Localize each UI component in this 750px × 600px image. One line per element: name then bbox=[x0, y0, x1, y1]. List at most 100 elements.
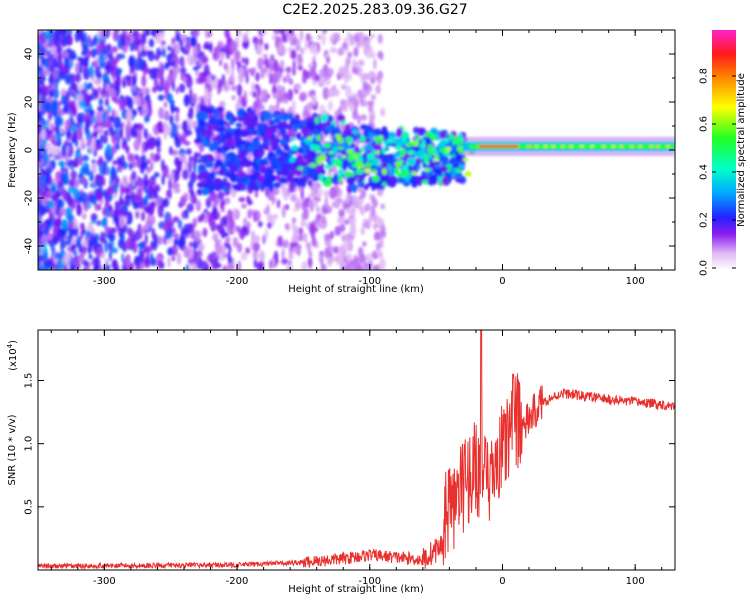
spectrogram-bright-spot bbox=[462, 157, 469, 162]
spectrogram-blob bbox=[166, 60, 173, 67]
spectrogram-blob bbox=[57, 171, 62, 184]
spectrogram-blob bbox=[142, 195, 149, 207]
colorbar-gradient bbox=[712, 30, 736, 270]
spectrogram-blob bbox=[285, 66, 292, 73]
tone-spot bbox=[665, 145, 670, 148]
spectrogram-blob bbox=[218, 238, 223, 246]
spectrogram-blob bbox=[93, 130, 98, 138]
spectrogram-blob bbox=[320, 255, 324, 269]
spectrogram-blob bbox=[196, 110, 204, 121]
spectrogram-blob bbox=[71, 137, 76, 144]
spectrogram-blob bbox=[167, 247, 174, 256]
spectrogram-blob bbox=[82, 154, 89, 162]
spectrogram-blob bbox=[253, 242, 260, 252]
spectrogram-blob bbox=[52, 88, 60, 100]
spectrogram-blob bbox=[40, 128, 47, 140]
spectrogram-blob bbox=[208, 214, 214, 227]
spectrogram-blob bbox=[288, 78, 294, 86]
spectrogram-bright-spot bbox=[334, 133, 342, 138]
spectrogram-blob bbox=[213, 181, 222, 192]
spectrogram-blob bbox=[97, 105, 104, 113]
spectrogram-blob bbox=[378, 70, 383, 77]
spectrogram-blob bbox=[84, 93, 90, 104]
spectrogram-bright-spot bbox=[324, 143, 332, 148]
spectrogram-blob bbox=[291, 217, 297, 224]
spectrogram-blob bbox=[370, 94, 377, 101]
spectrogram-blob bbox=[55, 217, 61, 225]
spectrogram-blob bbox=[106, 120, 113, 129]
spectrogram-blob bbox=[299, 136, 306, 143]
spectrogram-blob bbox=[346, 207, 350, 215]
spectrogram-blob bbox=[190, 188, 194, 197]
spectrogram-bright-spot bbox=[364, 162, 373, 167]
spectrogram-blob bbox=[229, 163, 237, 173]
spectrogram-blob bbox=[64, 251, 70, 264]
spectrogram-blob bbox=[125, 257, 131, 267]
spectrogram-bright-spot bbox=[383, 141, 389, 145]
spectrogram-blob bbox=[46, 190, 53, 199]
spectrogram-blob bbox=[174, 42, 181, 55]
spectrogram-blob bbox=[225, 242, 231, 249]
spectrogram-blob bbox=[394, 166, 400, 176]
spectrogram-blob bbox=[64, 119, 70, 132]
spectrogram-blob bbox=[332, 142, 340, 147]
snr-ytick-label: 1.0 bbox=[24, 436, 35, 452]
spectrogram-blob bbox=[65, 191, 72, 204]
spectrogram-blob bbox=[143, 173, 149, 185]
spectrogram-blob bbox=[124, 75, 132, 81]
spectrogram-blob bbox=[308, 251, 313, 258]
spectrogram-blob bbox=[172, 60, 176, 69]
spectrogram-blob bbox=[267, 221, 272, 229]
spectrogram-blob bbox=[104, 257, 110, 266]
spectrogram-blob bbox=[281, 248, 285, 261]
spectrogram-blob bbox=[232, 236, 239, 248]
spectrogram-bright-spot bbox=[372, 168, 377, 174]
spectrogram-blob bbox=[60, 249, 66, 259]
spectrogram-blob bbox=[165, 189, 171, 198]
spectrogram-blob bbox=[193, 161, 197, 174]
spectrogram-blob bbox=[225, 63, 230, 75]
spectrogram-blob bbox=[189, 121, 196, 129]
spectrogram-blob bbox=[38, 32, 44, 42]
spectrogram-blob bbox=[341, 42, 347, 49]
spectrogram-blob bbox=[60, 160, 65, 169]
spectrogram-blob bbox=[293, 206, 299, 212]
spectrogram-blob bbox=[357, 182, 365, 188]
snr-xtick-label: -200 bbox=[226, 576, 249, 587]
spectrogram-blob bbox=[255, 71, 260, 82]
spectrogram-blob bbox=[46, 30, 54, 37]
spectrogram-blob bbox=[417, 127, 426, 136]
spectrogram-blob bbox=[140, 49, 147, 58]
spectrogram-blob bbox=[193, 151, 198, 165]
spectrogram-bright-spot bbox=[427, 144, 434, 148]
spectrogram-blob bbox=[337, 47, 345, 56]
spectrogram-blob bbox=[300, 180, 306, 188]
spectrogram-blob bbox=[46, 62, 51, 69]
spectrogram-bright-spot bbox=[401, 137, 407, 142]
spectrogram-blob bbox=[231, 95, 236, 101]
spectrogram-blob bbox=[110, 56, 117, 68]
spectrogram-blob bbox=[79, 177, 87, 185]
spectrogram-blob bbox=[81, 228, 87, 235]
spectrogram-blob bbox=[264, 43, 269, 51]
spectrogram-blob bbox=[72, 187, 80, 200]
spectrogram-blob bbox=[322, 63, 329, 73]
snr-ylabel: SNR (10 * v/v) bbox=[7, 414, 18, 485]
spectrogram-blob bbox=[69, 114, 73, 124]
spectrogram-blob bbox=[310, 94, 317, 106]
spectrogram-blob bbox=[263, 207, 270, 216]
spectrogram-blob bbox=[323, 190, 330, 198]
spectrogram-blob bbox=[311, 186, 316, 198]
snr-frame bbox=[37, 329, 676, 571]
spectrogram-blob bbox=[250, 109, 256, 115]
spectrogram-blob bbox=[76, 112, 83, 124]
spectrogram-blob bbox=[214, 159, 224, 168]
spectrogram-blob bbox=[102, 189, 108, 198]
spectrogram-blob bbox=[194, 251, 199, 264]
spectrogram-blob bbox=[276, 63, 281, 72]
spectrogram-blob bbox=[241, 203, 247, 209]
spectrogram-blob bbox=[161, 174, 165, 186]
spectrogram-blob bbox=[208, 194, 212, 202]
spectrogram-bright-spot bbox=[410, 171, 418, 176]
spectrogram-blob bbox=[118, 207, 125, 217]
